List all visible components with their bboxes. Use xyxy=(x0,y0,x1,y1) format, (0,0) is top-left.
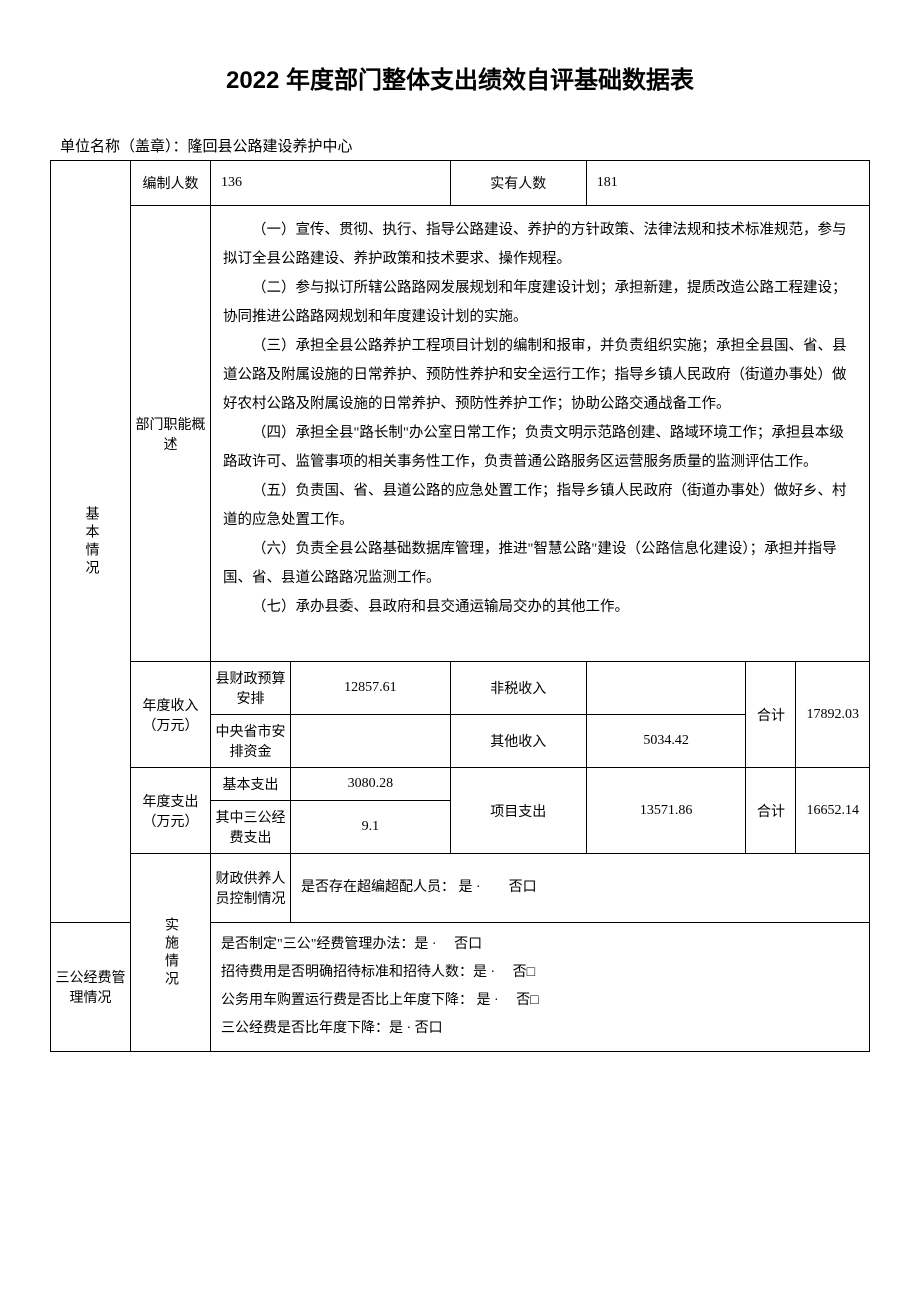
unit-name: 单位名称（盖章）：隆回县公路建设养护中心 xyxy=(50,135,870,156)
three-public-mgmt-content: 是否制定"三公"经费管理办法：是 · 否口 招待费用是否明确招待标准和招待人数：… xyxy=(211,923,870,1052)
label-county-budget: 县财政预算安排 xyxy=(211,662,291,715)
main-table: 基本情况 编制人数 136 实有人数 181 部门职能概述 （一）宣传、贯彻、执… xyxy=(50,160,870,1052)
value-project-expense: 13571.86 xyxy=(586,768,746,854)
func-p4: （四）承担全县"路长制"办公室日常工作；负责文明示范路创建、路域环境工作；承担县… xyxy=(223,419,857,477)
value-other-income: 5034.42 xyxy=(586,715,746,768)
label-basic-expense: 基本支出 xyxy=(211,768,291,801)
value-expense-total: 16652.14 xyxy=(796,768,870,854)
label-staff-actual: 实有人数 xyxy=(450,161,586,206)
staff-control-q1: 是否存在超编超配人员： 是 · 否口 xyxy=(291,854,870,923)
label-project-expense: 项目支出 xyxy=(450,768,586,854)
tpm-q3: 公务用车购置运行费是否比上年度下降： 是 · 否□ xyxy=(221,987,859,1015)
value-county-budget: 12857.61 xyxy=(291,662,451,715)
section-implementation: 实施情况 xyxy=(131,854,211,1052)
tpm-q2: 招待费用是否明确招待标准和招待人数：是 · 否□ xyxy=(221,959,859,987)
label-nontax: 非税收入 xyxy=(450,662,586,715)
func-p5: （五）负责国、省、县道公路的应急处置工作；指导乡镇人民政府（街道办事处）做好乡、… xyxy=(223,477,857,535)
value-nontax xyxy=(586,662,746,715)
value-income-total: 17892.03 xyxy=(796,662,870,768)
dept-function-desc: （一）宣传、贯彻、执行、指导公路建设、养护的方针政策、法律法规和技术标准规范，参… xyxy=(211,206,870,662)
value-central-prov xyxy=(291,715,451,768)
page-title: 2022 年度部门整体支出绩效自评基础数据表 xyxy=(50,60,870,95)
label-staff-established: 编制人数 xyxy=(131,161,211,206)
label-expense-total: 合计 xyxy=(746,768,796,854)
label-three-public-mgmt: 三公经费管理情况 xyxy=(51,923,131,1052)
value-staff-established: 136 xyxy=(211,161,451,206)
value-staff-actual: 181 xyxy=(586,161,869,206)
label-central-prov: 中央省市安排资金 xyxy=(211,715,291,768)
value-three-public: 9.1 xyxy=(291,801,451,854)
label-three-public: 其中三公经费支出 xyxy=(211,801,291,854)
label-annual-expense: 年度支出（万元） xyxy=(131,768,211,854)
func-p7: （七）承办县委、县政府和县交通运输局交办的其他工作。 xyxy=(223,593,857,622)
label-annual-income: 年度收入（万元） xyxy=(131,662,211,768)
value-basic-expense: 3080.28 xyxy=(291,768,451,801)
func-p6: （六）负责全县公路基础数据库管理，推进"智慧公路"建设（公路信息化建设）；承担并… xyxy=(223,535,857,593)
label-dept-function: 部门职能概述 xyxy=(131,206,211,662)
label-other-income: 其他收入 xyxy=(450,715,586,768)
func-p3: （三）承担全县公路养护工程项目计划的编制和报审，并负责组织实施；承担全县国、省、… xyxy=(223,332,857,419)
label-income-total: 合计 xyxy=(746,662,796,768)
func-p1: （一）宣传、贯彻、执行、指导公路建设、养护的方针政策、法律法规和技术标准规范，参… xyxy=(223,216,857,274)
section-basic-info: 基本情况 xyxy=(51,161,131,923)
tpm-q4: 三公经费是否比年度下降：是 · 否口 xyxy=(221,1015,859,1043)
func-p2: （二）参与拟订所辖公路路网发展规划和年度建设计划；承担新建，提质改造公路工程建设… xyxy=(223,274,857,332)
label-staff-control: 财政供养人员控制情况 xyxy=(211,854,291,923)
tpm-q1: 是否制定"三公"经费管理办法：是 · 否口 xyxy=(221,931,859,959)
